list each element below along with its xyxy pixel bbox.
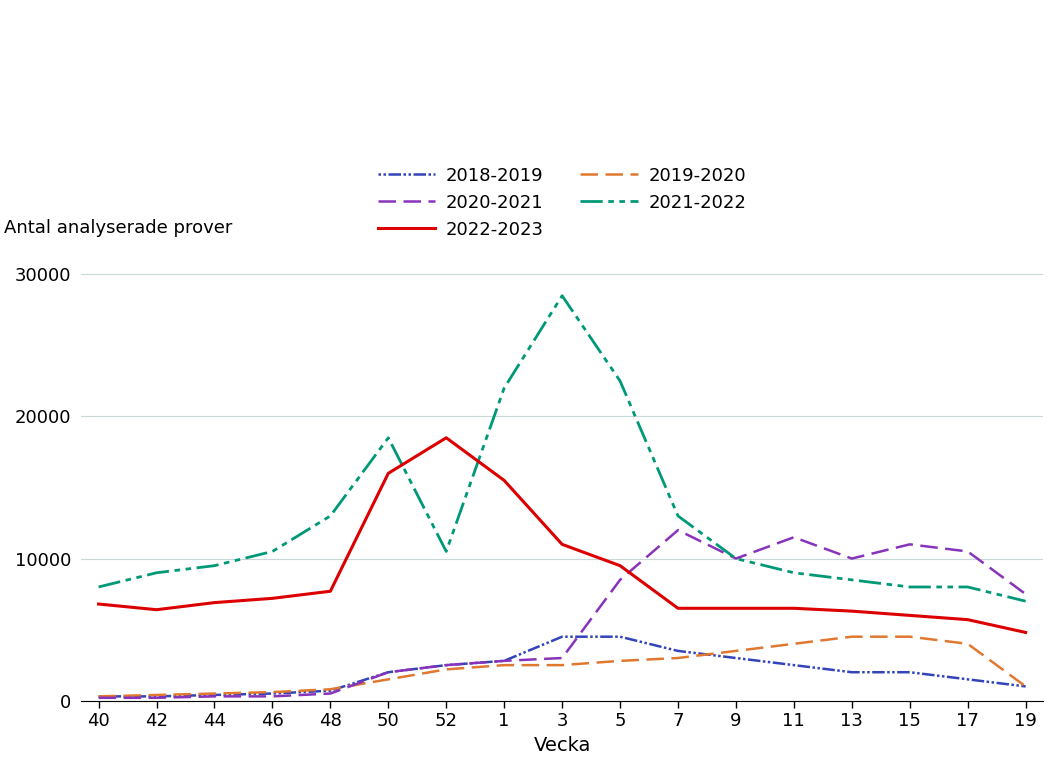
2018-2019 xyxy=(555,632,568,641)
2021-2022 xyxy=(382,434,395,443)
2020-2021 xyxy=(92,693,105,702)
2018-2019 xyxy=(787,661,800,670)
2019-2020 xyxy=(208,689,221,698)
2022-2023 xyxy=(208,598,221,608)
2018-2019 xyxy=(266,689,278,698)
2019-2020 xyxy=(904,632,916,641)
2020-2021 xyxy=(962,547,974,556)
2021-2022 xyxy=(208,561,221,571)
2018-2019 xyxy=(904,668,916,677)
2021-2022 xyxy=(92,582,105,591)
2018-2019 xyxy=(324,686,336,695)
2019-2020 xyxy=(787,639,800,648)
2019-2020 xyxy=(555,661,568,670)
2021-2022 xyxy=(498,383,511,393)
2019-2020 xyxy=(614,656,626,665)
2021-2022 xyxy=(266,547,278,556)
Legend: 2018-2019, 2020-2021, 2022-2023, 2019-2020, 2021-2022: 2018-2019, 2020-2021, 2022-2023, 2019-20… xyxy=(370,159,754,246)
2020-2021 xyxy=(440,661,453,670)
2020-2021 xyxy=(730,554,743,563)
2020-2021 xyxy=(672,525,685,534)
2020-2021 xyxy=(266,691,278,701)
2019-2020 xyxy=(962,639,974,648)
2019-2020 xyxy=(382,675,395,684)
2022-2023 xyxy=(440,434,453,443)
2022-2023 xyxy=(614,561,626,571)
2018-2019 xyxy=(1019,681,1032,691)
2018-2019 xyxy=(440,661,453,670)
2020-2021 xyxy=(1019,590,1032,599)
2021-2022 xyxy=(1019,597,1032,606)
2021-2022 xyxy=(324,511,336,521)
2022-2023 xyxy=(787,604,800,613)
2020-2021 xyxy=(845,554,858,563)
2022-2023 xyxy=(672,604,685,613)
2019-2020 xyxy=(150,691,163,700)
2019-2020 xyxy=(730,646,743,655)
2021-2022 xyxy=(555,291,568,300)
2019-2020 xyxy=(92,691,105,701)
2021-2022 xyxy=(962,582,974,591)
2020-2021 xyxy=(498,656,511,665)
2022-2023 xyxy=(845,607,858,616)
2021-2022 xyxy=(904,582,916,591)
2022-2023 xyxy=(324,587,336,596)
X-axis label: Vecka: Vecka xyxy=(533,736,590,755)
2020-2021 xyxy=(382,668,395,677)
2021-2022 xyxy=(787,568,800,578)
Line: 2020-2021: 2020-2021 xyxy=(98,530,1025,698)
2018-2019 xyxy=(962,675,974,684)
2020-2021 xyxy=(208,691,221,701)
2021-2022 xyxy=(440,547,453,556)
2019-2020 xyxy=(845,632,858,641)
2019-2020 xyxy=(324,685,336,694)
2018-2019 xyxy=(150,691,163,701)
2019-2020 xyxy=(440,665,453,674)
2020-2021 xyxy=(324,689,336,698)
2021-2022 xyxy=(845,575,858,584)
2022-2023 xyxy=(904,611,916,620)
Line: 2021-2022: 2021-2022 xyxy=(98,296,1025,601)
2021-2022 xyxy=(614,377,626,386)
2020-2021 xyxy=(904,540,916,549)
Line: 2018-2019: 2018-2019 xyxy=(98,637,1025,696)
2022-2023 xyxy=(555,540,568,549)
2019-2020 xyxy=(1019,681,1032,691)
2018-2019 xyxy=(614,632,626,641)
2022-2023 xyxy=(962,615,974,624)
2018-2019 xyxy=(730,654,743,663)
2021-2022 xyxy=(672,511,685,521)
2022-2023 xyxy=(498,476,511,485)
2018-2019 xyxy=(92,691,105,701)
Line: 2022-2023: 2022-2023 xyxy=(98,438,1025,632)
2020-2021 xyxy=(614,575,626,584)
Line: 2019-2020: 2019-2020 xyxy=(98,637,1025,696)
2022-2023 xyxy=(266,594,278,603)
2018-2019 xyxy=(672,646,685,655)
2019-2020 xyxy=(672,654,685,663)
2022-2023 xyxy=(730,604,743,613)
2022-2023 xyxy=(92,599,105,608)
2020-2021 xyxy=(787,533,800,542)
2020-2021 xyxy=(150,693,163,702)
2022-2023 xyxy=(382,469,395,478)
2022-2023 xyxy=(1019,628,1032,637)
2018-2019 xyxy=(498,656,511,665)
2018-2019 xyxy=(845,668,858,677)
2018-2019 xyxy=(382,668,395,677)
2019-2020 xyxy=(266,688,278,697)
2020-2021 xyxy=(555,654,568,663)
2019-2020 xyxy=(498,661,511,670)
2021-2022 xyxy=(730,554,743,563)
2022-2023 xyxy=(150,605,163,614)
2021-2022 xyxy=(150,568,163,578)
Text: Antal analyserade prover: Antal analyserade prover xyxy=(4,219,233,237)
2018-2019 xyxy=(208,691,221,700)
